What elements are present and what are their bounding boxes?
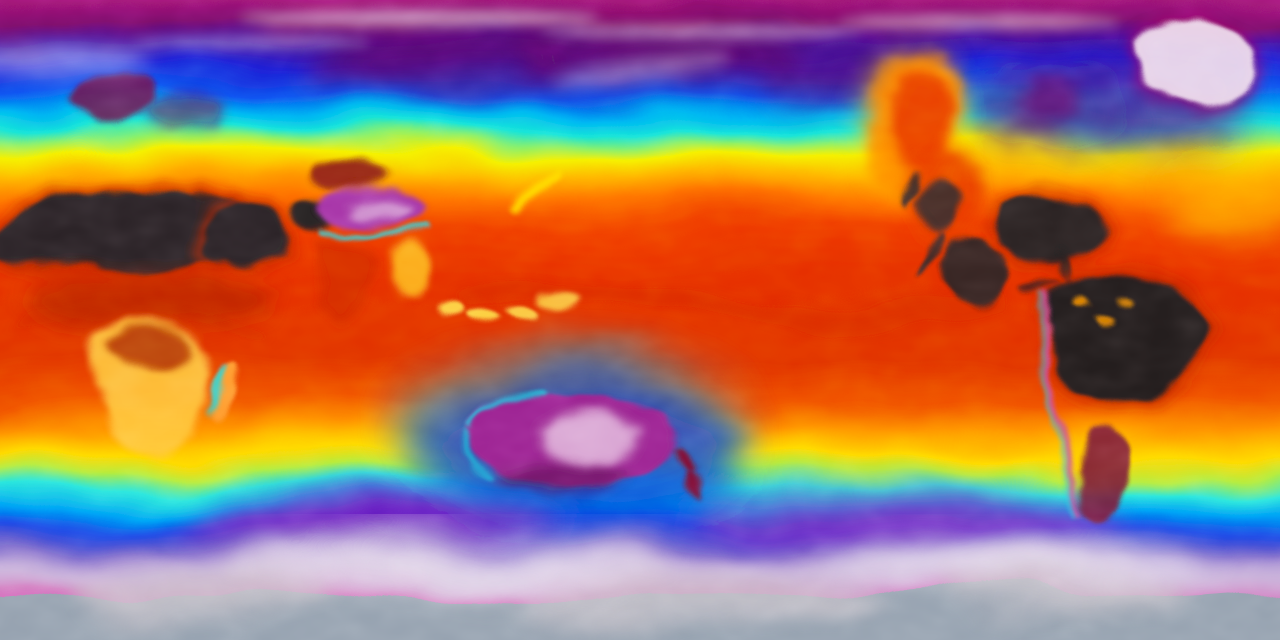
noise-texture-overlay [0,0,1280,640]
world-heatmap-map [0,0,1280,640]
world-heatmap-svg [0,0,1280,640]
